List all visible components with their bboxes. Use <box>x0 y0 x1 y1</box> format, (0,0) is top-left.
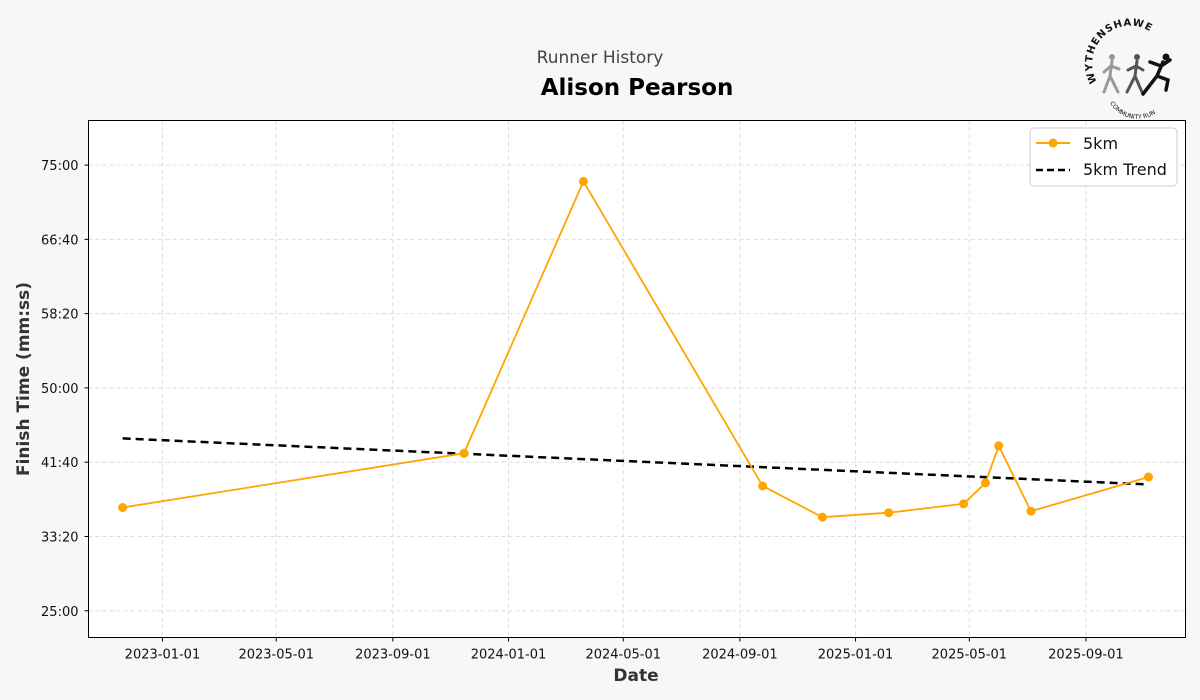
x-tick-label: 2024-09-01 <box>702 648 778 663</box>
data-point <box>578 176 588 186</box>
logo-bottom-text: COMMUNITY RUN <box>1108 100 1156 121</box>
x-tick-label: 2023-05-01 <box>238 648 314 663</box>
data-point <box>959 499 969 509</box>
data-point <box>1144 472 1154 482</box>
chart-title: Alison Pearson <box>541 75 734 101</box>
y-tick-label: 25:00 <box>41 605 78 620</box>
chart-subtitle: Runner History <box>537 48 664 68</box>
plot-content <box>118 176 1154 522</box>
data-point <box>980 478 990 488</box>
x-tick-label: 2023-09-01 <box>355 648 431 663</box>
x-tick-label: 2023-01-01 <box>125 648 201 663</box>
plot-frame <box>88 120 1186 638</box>
y-tick-label: 58:20 <box>41 308 78 323</box>
data-point <box>994 441 1004 451</box>
legend-trend-label: 5km Trend <box>1083 160 1167 179</box>
wythenshawe-logo: WYTHENSHAWE COMMUNITY RUN <box>1084 17 1172 121</box>
data-point <box>758 481 768 491</box>
grid-lines <box>88 120 1186 638</box>
chart-legend: 5km 5km Trend <box>1029 127 1178 187</box>
y-tick-label: 50:00 <box>41 382 78 397</box>
plot-area <box>88 120 1186 638</box>
y-axis-ticks: 25:00 33:20 41:40 50:00 58:20 66:40 75:00 <box>41 159 89 620</box>
data-point <box>884 508 894 518</box>
data-point <box>1026 506 1036 516</box>
x-tick-label: 2024-05-01 <box>585 648 661 663</box>
y-tick-label: 41:40 <box>41 456 78 471</box>
y-tick-label: 75:00 <box>41 159 78 174</box>
x-axis-label: Date <box>613 666 658 686</box>
legend-5km-label: 5km <box>1083 134 1118 153</box>
data-point <box>118 503 128 513</box>
x-tick-label: 2025-05-01 <box>932 648 1008 663</box>
logo-top-text: WYTHENSHAWE <box>1084 17 1154 85</box>
x-tick-label: 2024-01-01 <box>471 648 547 663</box>
data-point <box>459 448 469 458</box>
data-point <box>817 512 827 522</box>
trend-line <box>122 437 1149 486</box>
y-tick-label: 33:20 <box>41 530 78 545</box>
x-axis-ticks: 2023-01-01 2023-05-01 2023-09-01 2024-01-01… <box>125 637 1124 663</box>
x-tick-label: 2025-01-01 <box>818 648 894 663</box>
legend-5km-marker <box>1048 138 1058 148</box>
y-tick-label: 66:40 <box>41 233 78 248</box>
y-axis-label: Finish Time (mm:ss) <box>14 282 34 476</box>
x-tick-label: 2025-09-01 <box>1048 648 1124 663</box>
runner-silhouette-icon <box>1102 53 1172 96</box>
